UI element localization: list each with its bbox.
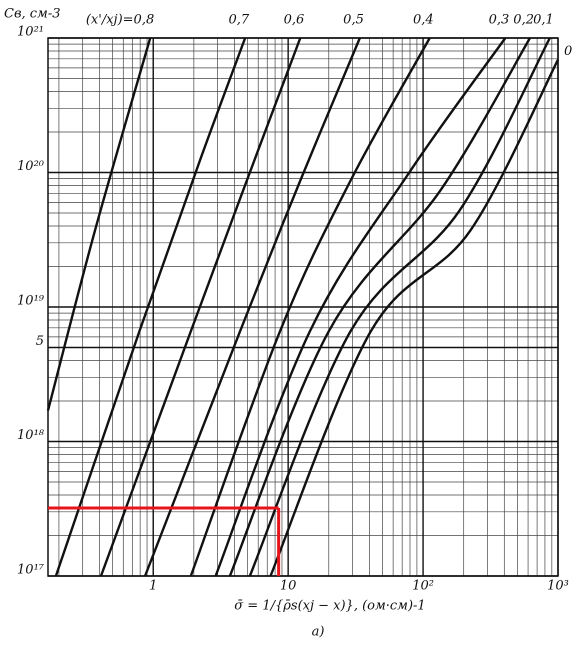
curve [214,37,507,577]
x-tick-label: 1 [149,579,157,594]
x-tick-label: 10³ [547,579,569,594]
curve [189,37,431,577]
y-tick-label: 10²⁰ [17,159,45,174]
y-tick-label: 5 [36,334,44,349]
y-tick-label: 10¹⁸ [17,428,45,443]
curve-label: 0,2 [513,13,534,28]
curve [269,59,560,577]
curve [143,37,361,577]
curve [228,37,532,577]
curve-label: 0,4 [413,13,434,28]
curve-label: 0,7 [228,13,249,28]
curve [248,37,551,577]
caption: а) [312,625,325,640]
y-tick-label: 10¹⁷ [17,563,45,578]
y-axis-label: Cв, см-3 [4,7,61,22]
y-tick-label: 10²¹ [17,25,44,40]
curve [46,37,152,411]
curve-label: 0,6 [284,13,305,28]
curve-label: (x'/xj)=0,8 [86,13,154,28]
x-tick-label: 10² [412,579,434,594]
curve-label: 0,1 [533,13,554,28]
x-tick-label: 10 [280,579,297,594]
curve [54,37,247,577]
x-axis-label: σ̄ = 1/{ρ̄s(xj − x)}, (ом·см)-1 [234,599,425,614]
curve-label: 0 [564,44,572,59]
y-tick-label: 10¹⁹ [17,294,45,309]
curve-label: 0,3 [489,13,510,28]
curve [99,37,302,577]
curve-label: 0,5 [343,13,364,28]
